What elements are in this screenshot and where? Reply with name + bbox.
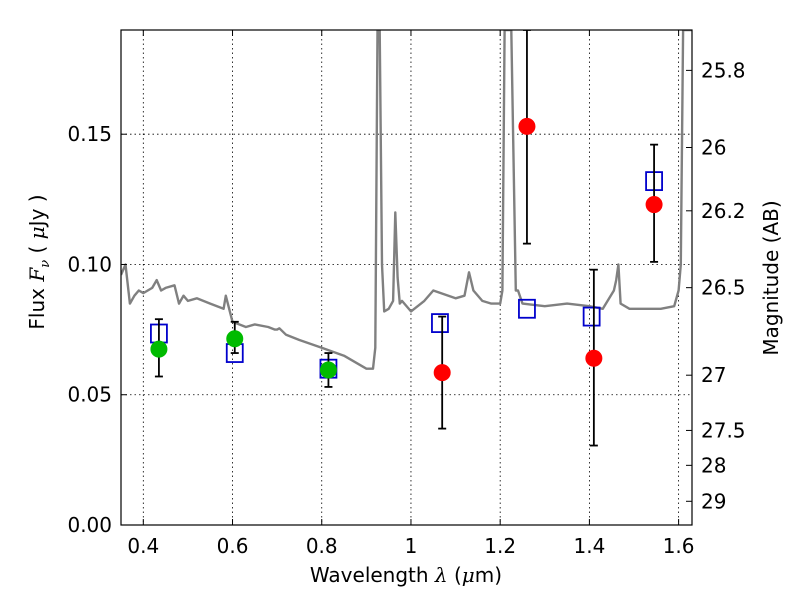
x-tick-label: 1.6: [663, 534, 695, 558]
x-tick-label: 0.8: [306, 534, 338, 558]
y-tick-label: 0.05: [67, 383, 112, 407]
model-photometry-square: [518, 298, 536, 319]
model-photometry-square: [582, 306, 601, 327]
y2-tick-label: 26.5: [701, 276, 746, 300]
x-tick-label: 1.2: [484, 534, 516, 558]
plot-frame: [120, 29, 693, 526]
detection-point: [433, 364, 451, 382]
x-tick-label: 1: [405, 534, 418, 558]
model-photometry-square: [431, 313, 449, 333]
y2-tick-label: 28: [701, 453, 726, 477]
plot-area: [121, 30, 692, 447]
x-tick-label: 0.6: [217, 534, 249, 558]
y2-tick-label: 27: [701, 363, 726, 387]
series-group: [121, 30, 692, 447]
detection-point: [518, 117, 536, 135]
y2-tick-label: 26: [701, 135, 726, 159]
detection-point: [319, 361, 337, 379]
grid-lines: [121, 30, 692, 526]
sed-model-line: [121, 30, 692, 370]
detection-point: [150, 340, 168, 358]
x-tick-label: 1.4: [573, 534, 605, 558]
x-axis-label: Wavelength λ (μm): [310, 563, 502, 587]
y2-tick-label: 25.8: [701, 58, 746, 82]
y2-axis-label: Magnitude (AB): [759, 200, 783, 355]
detection-point: [585, 349, 603, 367]
y-tick-label: 0.00: [67, 513, 112, 537]
y-tick-label: 0.15: [67, 122, 112, 146]
x-tick-label: 0.4: [127, 534, 159, 558]
y2-tick-label: 29: [701, 489, 726, 513]
axis-ticks: 0.4 0.6 0.8 1 1.2 1.4 1.6 0.00 0.05 0.10 0.15 25.8 2…: [67, 30, 746, 558]
y2-tick-label: 27.5: [701, 418, 746, 442]
y2-tick-label: 26.2: [701, 199, 746, 223]
detection-point: [226, 330, 244, 348]
detection-point: [645, 196, 663, 214]
y-axis-label: Flux Fν ( μJy ): [25, 194, 53, 329]
y-tick-label: 0.10: [67, 252, 112, 276]
